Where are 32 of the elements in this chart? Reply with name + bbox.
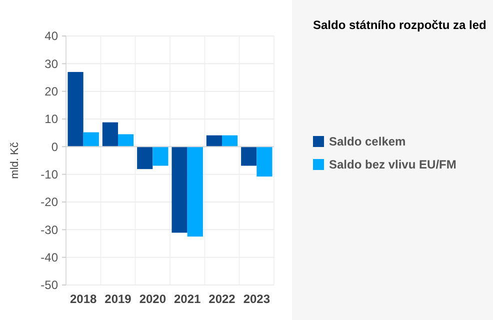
x-tick-label: 2020 <box>139 292 166 306</box>
bar <box>118 134 134 147</box>
y-tick-label: 10 <box>44 112 58 126</box>
bar <box>83 132 99 147</box>
x-tick-label: 2022 <box>208 292 236 306</box>
bar <box>137 146 153 170</box>
y-tick-label: 30 <box>44 56 58 71</box>
bar <box>222 135 238 147</box>
y-tick-label: 40 <box>44 29 58 44</box>
y-tick-label: -40 <box>40 250 58 265</box>
y-tick-label: -20 <box>40 195 58 210</box>
legend-label: Saldo celkem <box>329 134 406 149</box>
y-tick-label: -30 <box>40 222 58 237</box>
y-tick-label: -10 <box>40 168 58 182</box>
x-tick-label: 2021 <box>174 292 202 306</box>
y-tick-label: -50 <box>40 278 58 292</box>
bar <box>187 146 203 237</box>
text: Saldo státního rozpočtu za led <box>313 18 486 32</box>
bar <box>102 122 118 147</box>
bar <box>68 72 84 147</box>
y-tick-label: 0 <box>51 140 58 154</box>
bar <box>206 135 222 147</box>
legend-label: Saldo bez vlivu EU/FM <box>329 158 456 172</box>
x-tick-label: 2018 <box>70 292 98 306</box>
x-tick-label: 2023 <box>243 292 270 306</box>
bar <box>256 146 272 177</box>
bar <box>241 146 257 166</box>
y-axis-title: mld. Kč <box>9 142 21 179</box>
bar <box>152 146 168 166</box>
y-tick-label: 20 <box>44 84 58 99</box>
x-tick-label: 2019 <box>104 292 132 306</box>
bar <box>172 146 188 233</box>
